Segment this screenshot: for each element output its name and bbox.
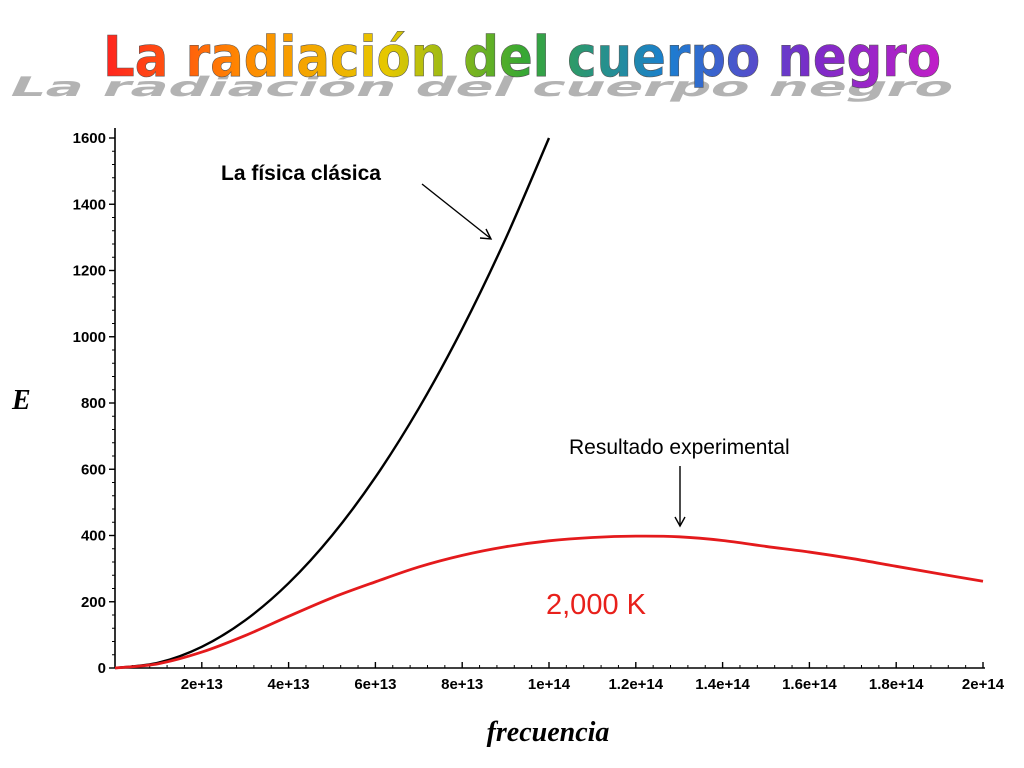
x-tick-label: 2e+14 — [962, 676, 1005, 693]
x-tick-label: 1e+14 — [528, 676, 571, 693]
y-tick-label: 400 — [81, 528, 106, 545]
temperature-label: 2,000 K — [546, 589, 647, 621]
y-tick-label: 600 — [81, 461, 106, 478]
y-tick-label: 1200 — [73, 263, 106, 280]
x-tick-label: 1.2e+14 — [608, 676, 663, 693]
x-tick-label: 1.8e+14 — [869, 676, 924, 693]
slide-title-group: La radiación del cuerpo negro La radiaci… — [4, 25, 962, 103]
x-tick-label: 1.4e+14 — [695, 676, 750, 693]
experimental-result-label: Resultado experimental — [569, 436, 790, 459]
chart-axes: 0 200 400 600 800 1000 1200 1400 1600 2e+13 4e+13… — [73, 128, 1005, 693]
y-tick-label: 1600 — [73, 130, 106, 147]
y-tick-label: 0 — [98, 660, 106, 677]
y-axis-label: E — [11, 385, 31, 416]
x-tick-label: 2e+13 — [181, 676, 223, 693]
x-tick-label: 6e+13 — [354, 676, 396, 693]
x-axis-ticks: 2e+13 4e+13 6e+13 8e+13 1e+14 1.2e+14 1.4e+14 1… — [131, 662, 1005, 693]
y-tick-label: 200 — [81, 594, 106, 611]
y-tick-label: 800 — [81, 395, 106, 412]
y-axis-ticks: 0 200 400 600 800 1000 1200 1400 1600 — [73, 130, 115, 677]
classical-physics-curve — [114, 137, 551, 670]
y-tick-label: 1400 — [73, 196, 106, 213]
slide-title-shadow: La radiación del cuerpo negro — [4, 71, 962, 103]
experimental-pointer-arrow — [674, 466, 686, 528]
x-axis-label: frecuencia — [487, 717, 610, 748]
x-tick-label: 1.6e+14 — [782, 676, 837, 693]
x-tick-label: 8e+13 — [441, 676, 483, 693]
x-tick-label: 4e+13 — [268, 676, 310, 693]
slide-title: La radiación del cuerpo negro — [103, 25, 941, 90]
classical-physics-label: La física clásica — [221, 162, 381, 185]
experimental-result-curve — [114, 534, 984, 670]
classical-pointer-arrow — [421, 183, 493, 240]
y-tick-label: 1000 — [73, 329, 106, 346]
